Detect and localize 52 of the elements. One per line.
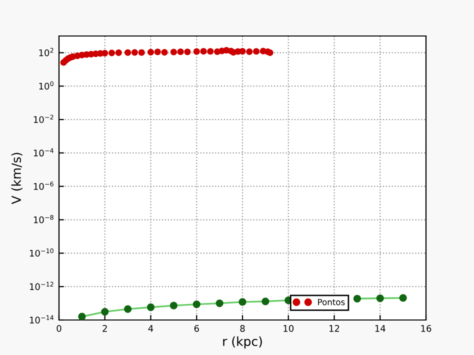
point [115,49,122,56]
y-tick-label: 10$^{2}$ [39,48,54,56]
point [161,49,168,56]
y-tick-label: 10$^{−14}$ [30,315,54,324]
y-tick-label: 10$^{−4}$ [34,148,54,156]
point [177,48,184,56]
point [138,49,145,56]
x-tick-label: 6 [194,325,199,332]
x-tick-label: 4 [148,325,154,332]
y-tick-label: 10$^{−12}$ [30,282,54,290]
point [78,312,86,320]
point [154,48,161,56]
point [239,48,246,55]
point [376,294,384,302]
point [192,300,200,308]
point [124,49,132,56]
legend-label: Pontos [318,299,345,306]
y-tick-label: 10$^{0}$ [39,81,54,90]
point [238,298,246,306]
x-tick-label: 10 [284,325,294,332]
x-tick-label: 16 [421,325,432,332]
point [399,294,407,302]
point [193,48,200,55]
point [266,49,274,56]
point [184,48,191,56]
y-axis-title: V (km/s) [11,152,22,204]
point [353,294,362,302]
point [207,48,214,55]
x-tick-label: 0 [56,325,62,332]
x-tick-label: 14 [375,325,386,332]
point [108,50,116,56]
x-tick-label: 8 [240,325,245,332]
point [147,48,154,56]
point [101,308,109,316]
point [216,299,224,308]
y-tick-label: 10$^{−8}$ [34,214,54,224]
y-tick-label: 10$^{−2}$ [34,114,54,124]
point [200,48,207,55]
point [124,305,132,313]
point [246,48,253,55]
point [252,48,260,55]
point [102,50,108,56]
point [262,298,270,306]
point [170,48,177,56]
y-tick-label: 10$^{−10}$ [30,248,54,257]
point [170,302,178,310]
x-tick-label: 12 [330,325,340,332]
y-tick-label: 10$^{−6}$ [34,182,54,190]
x-tick-label: 2 [102,325,107,332]
point [131,49,138,56]
point [146,303,155,312]
x-axis-title: r (kpc) [223,336,262,348]
